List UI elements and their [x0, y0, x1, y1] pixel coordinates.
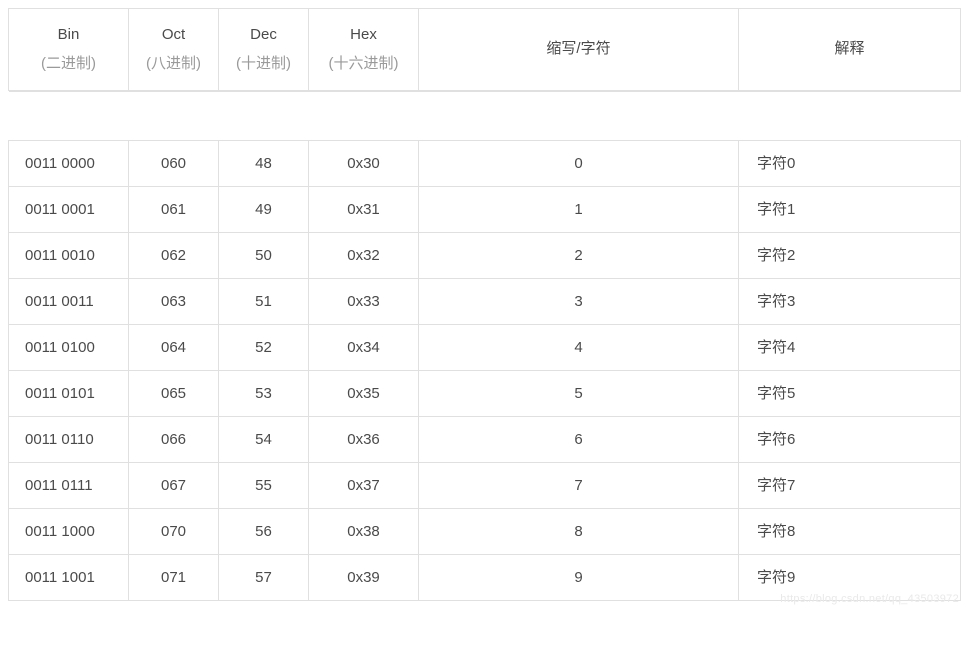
table-row: 0011 0011 063 51 0x33 3 字符3 — [9, 279, 961, 325]
col-label: 解释 — [834, 40, 864, 57]
cell-expl: 字符7 — [739, 463, 961, 509]
cell-hex: 0x39 — [309, 555, 419, 601]
cell-abbr: 1 — [419, 187, 739, 233]
cell-abbr: 6 — [419, 417, 739, 463]
cell-dec: 50 — [219, 233, 309, 279]
col-header-abbr: 缩写/字符 — [419, 9, 739, 91]
cell-bin: 0011 0111 — [9, 463, 129, 509]
cell-expl: 字符8 — [739, 509, 961, 555]
cell-abbr: 7 — [419, 463, 739, 509]
col-sublabel: (八进制) — [143, 50, 204, 79]
cell-oct: 062 — [129, 233, 219, 279]
cell-oct: 065 — [129, 371, 219, 417]
cell-bin: 0011 0100 — [9, 325, 129, 371]
cell-oct: 061 — [129, 187, 219, 233]
cell-abbr: 9 — [419, 555, 739, 601]
col-label: Dec — [250, 26, 277, 43]
col-header-dec: Dec (十进制) — [219, 9, 309, 91]
cell-dec: 57 — [219, 555, 309, 601]
cell-oct: 066 — [129, 417, 219, 463]
cell-dec: 54 — [219, 417, 309, 463]
cell-oct: 070 — [129, 509, 219, 555]
cell-hex: 0x33 — [309, 279, 419, 325]
table-gap-row — [9, 91, 961, 141]
cell-bin: 0011 1001 — [9, 555, 129, 601]
table-body: 0011 0000 060 48 0x30 0 字符0 0011 0001 06… — [9, 91, 961, 601]
table-row: 0011 0110 066 54 0x36 6 字符6 — [9, 417, 961, 463]
col-label: 缩写/字符 — [546, 40, 610, 57]
cell-oct: 064 — [129, 325, 219, 371]
cell-dec: 52 — [219, 325, 309, 371]
cell-bin: 0011 0000 — [9, 141, 129, 187]
cell-expl: 字符5 — [739, 371, 961, 417]
cell-expl: 字符4 — [739, 325, 961, 371]
cell-bin: 0011 0001 — [9, 187, 129, 233]
cell-expl: 字符2 — [739, 233, 961, 279]
cell-expl: 字符6 — [739, 417, 961, 463]
cell-bin: 0011 0011 — [9, 279, 129, 325]
cell-expl: 字符3 — [739, 279, 961, 325]
cell-expl: 字符1 — [739, 187, 961, 233]
col-header-hex: Hex (十六进制) — [309, 9, 419, 91]
col-label: Oct — [162, 26, 185, 43]
table-row: 0011 0111 067 55 0x37 7 字符7 — [9, 463, 961, 509]
table-row: 0011 0000 060 48 0x30 0 字符0 — [9, 141, 961, 187]
cell-dec: 53 — [219, 371, 309, 417]
table-row: 0011 0010 062 50 0x32 2 字符2 — [9, 233, 961, 279]
cell-abbr: 2 — [419, 233, 739, 279]
col-label: Hex — [350, 26, 377, 43]
cell-dec: 48 — [219, 141, 309, 187]
cell-hex: 0x34 — [309, 325, 419, 371]
cell-oct: 060 — [129, 141, 219, 187]
table-header: Bin (二进制) Oct (八进制) Dec (十进制) Hex (十六进制)… — [9, 9, 961, 91]
cell-abbr: 3 — [419, 279, 739, 325]
col-sublabel: (二进制) — [23, 50, 114, 79]
cell-bin: 0011 0101 — [9, 371, 129, 417]
col-header-expl: 解释 — [739, 9, 961, 91]
cell-oct: 063 — [129, 279, 219, 325]
col-header-oct: Oct (八进制) — [129, 9, 219, 91]
cell-hex: 0x36 — [309, 417, 419, 463]
cell-dec: 49 — [219, 187, 309, 233]
cell-expl: 字符9 — [739, 555, 961, 601]
cell-hex: 0x30 — [309, 141, 419, 187]
cell-dec: 55 — [219, 463, 309, 509]
cell-abbr: 4 — [419, 325, 739, 371]
cell-dec: 56 — [219, 509, 309, 555]
cell-hex: 0x35 — [309, 371, 419, 417]
cell-dec: 51 — [219, 279, 309, 325]
cell-bin: 0011 1000 — [9, 509, 129, 555]
table-row: 0011 1000 070 56 0x38 8 字符8 — [9, 509, 961, 555]
cell-abbr: 0 — [419, 141, 739, 187]
col-sublabel: (十进制) — [233, 50, 294, 79]
table-row: 0011 1001 071 57 0x39 9 字符9 — [9, 555, 961, 601]
cell-expl: 字符0 — [739, 141, 961, 187]
cell-hex: 0x38 — [309, 509, 419, 555]
table-row: 0011 0101 065 53 0x35 5 字符5 — [9, 371, 961, 417]
cell-hex: 0x37 — [309, 463, 419, 509]
col-header-bin: Bin (二进制) — [9, 9, 129, 91]
col-sublabel: (十六进制) — [323, 50, 404, 79]
cell-hex: 0x31 — [309, 187, 419, 233]
ascii-table: Bin (二进制) Oct (八进制) Dec (十进制) Hex (十六进制)… — [8, 8, 961, 601]
table-row: 0011 0100 064 52 0x34 4 字符4 — [9, 325, 961, 371]
cell-bin: 0011 0010 — [9, 233, 129, 279]
cell-hex: 0x32 — [309, 233, 419, 279]
cell-oct: 071 — [129, 555, 219, 601]
cell-bin: 0011 0110 — [9, 417, 129, 463]
table-row: 0011 0001 061 49 0x31 1 字符1 — [9, 187, 961, 233]
cell-abbr: 5 — [419, 371, 739, 417]
cell-oct: 067 — [129, 463, 219, 509]
col-label: Bin — [58, 26, 80, 43]
cell-abbr: 8 — [419, 509, 739, 555]
